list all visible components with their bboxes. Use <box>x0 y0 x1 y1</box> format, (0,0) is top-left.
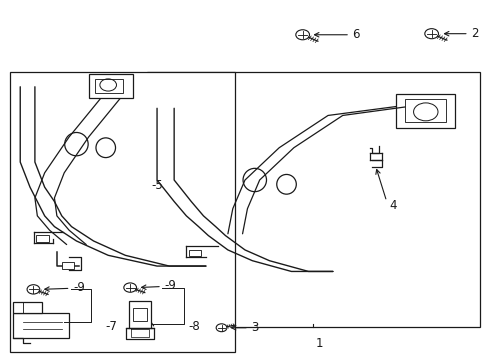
Text: 1: 1 <box>316 337 323 350</box>
Bar <box>147 72 480 327</box>
Bar <box>133 308 147 321</box>
Text: -8: -8 <box>188 320 200 333</box>
Text: -9: -9 <box>164 279 176 292</box>
Bar <box>62 262 74 269</box>
Text: 6: 6 <box>352 28 360 41</box>
Bar <box>13 302 42 313</box>
Bar <box>89 74 133 98</box>
Text: -9: -9 <box>73 281 85 294</box>
Bar <box>129 301 151 328</box>
Text: 2: 2 <box>471 27 478 40</box>
Text: 4: 4 <box>389 199 396 212</box>
Text: 3: 3 <box>251 321 259 334</box>
Bar <box>13 313 69 338</box>
Bar <box>36 235 49 242</box>
Bar <box>95 78 123 93</box>
Bar <box>396 94 455 128</box>
Text: -5: -5 <box>151 179 163 192</box>
Text: -7: -7 <box>105 320 117 333</box>
Bar <box>189 249 201 256</box>
Bar <box>10 72 235 352</box>
Bar <box>405 99 446 122</box>
